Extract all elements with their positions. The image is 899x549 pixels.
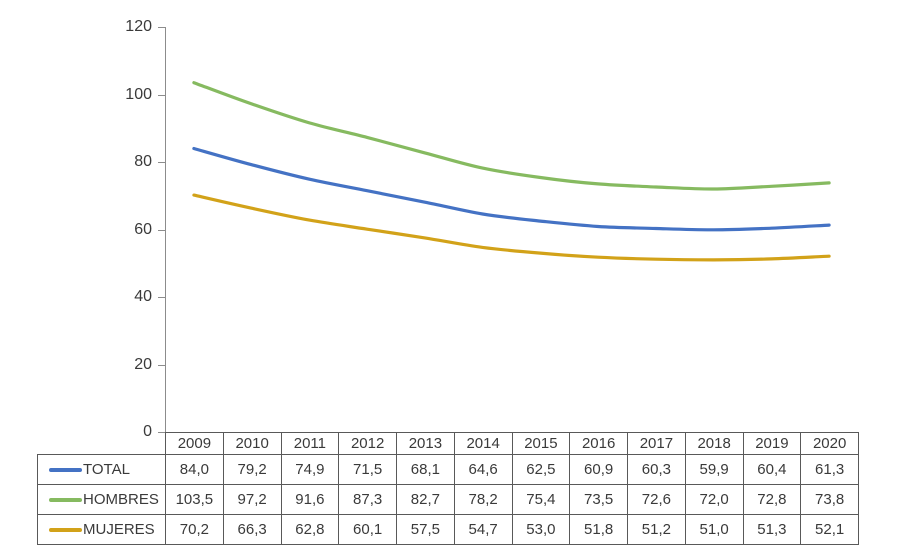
value-cell: 60,3 (627, 454, 686, 485)
y-axis-tick (158, 94, 165, 96)
series-label: TOTAL (83, 461, 130, 478)
value-cell: 78,2 (453, 484, 513, 515)
value-cell: 73,8 (800, 484, 859, 515)
value-cell: 75,4 (511, 484, 571, 515)
y-axis-tick (158, 27, 165, 28)
value-cell: 73,5 (569, 484, 628, 515)
value-cell: 54,7 (453, 514, 513, 545)
y-axis-tick-label: 60 (134, 220, 152, 238)
value-cell: 91,6 (280, 484, 340, 515)
year-header-cell: 2012 (338, 432, 397, 455)
legend-line-swatch-hombres (49, 497, 82, 502)
series-line-hombres (192, 81, 831, 191)
y-axis-tick (158, 162, 165, 163)
y-axis-tick (158, 364, 165, 366)
legend-key: HOMBRES (39, 491, 165, 508)
series-label: MUJERES (83, 521, 155, 538)
value-cell: 79,2 (222, 454, 282, 485)
value-cell: 70,2 (165, 514, 224, 545)
data-table: 2009 2010 2011 2012 2013 2014 2015 2016 2017 2018… (37, 432, 859, 545)
value-cell: 59,9 (684, 454, 744, 485)
year-header-cell: 2013 (396, 432, 455, 455)
value-cell: 60,9 (569, 454, 628, 485)
y-axis-tick-label: 80 (134, 153, 152, 170)
value-cell: 60,4 (742, 454, 802, 485)
value-cell: 51,8 (569, 514, 628, 545)
legend-line-swatch-total (49, 467, 82, 472)
value-cell: 52,1 (800, 514, 859, 545)
year-header-cell: 2009 (165, 432, 224, 455)
legend-key: TOTAL (39, 461, 165, 478)
value-cell: 87,3 (338, 484, 397, 515)
year-header-cell: 2014 (453, 432, 513, 455)
legend-key: MUJERES (39, 521, 165, 538)
value-cell: 60,1 (338, 514, 397, 545)
value-cell: 51,3 (742, 514, 802, 545)
value-cell: 66,3 (222, 514, 282, 545)
legend-cell-mujeres: MUJERES (37, 514, 166, 545)
value-cell: 62,5 (511, 454, 571, 485)
value-cell: 74,9 (280, 454, 340, 485)
y-axis-tick-label: 20 (134, 355, 152, 373)
legend-line-swatch-mujeres (49, 527, 82, 532)
value-cell: 64,6 (453, 454, 513, 485)
value-cell: 72,8 (742, 484, 802, 515)
y-axis-line (165, 27, 166, 432)
value-cell: 72,6 (627, 484, 686, 515)
y-axis-tick (158, 432, 165, 433)
table-row: HOMBRES 103,5 97,2 91,6 87,3 82,7 78,2 75,4 73,5… (37, 484, 859, 515)
value-cell: 51,2 (627, 514, 686, 545)
year-header-cell: 2017 (627, 432, 686, 455)
year-header-cell: 2018 (684, 432, 744, 455)
value-cell: 103,5 (165, 484, 224, 515)
value-cell: 57,5 (396, 514, 455, 545)
y-axis-tick-label: 40 (134, 288, 152, 305)
value-cell: 53,0 (511, 514, 571, 545)
value-cell: 61,3 (800, 454, 859, 485)
series-line-mujeres (192, 193, 831, 262)
table-corner-blank (38, 433, 166, 455)
value-cell: 82,7 (396, 484, 455, 515)
value-cell: 71,5 (338, 454, 397, 485)
value-cell: 51,0 (684, 514, 744, 545)
value-cell: 97,2 (222, 484, 282, 515)
value-cell: 62,8 (280, 514, 340, 545)
year-header-cell: 2019 (742, 432, 802, 455)
y-axis-tick-label: 0 (143, 423, 152, 440)
year-header-cell: 2016 (569, 432, 628, 455)
year-header-cell: 2011 (280, 432, 340, 455)
legend-cell-total: TOTAL (37, 454, 166, 485)
y-axis-tick (158, 229, 165, 231)
series-label: HOMBRES (83, 491, 159, 508)
year-header-cell: 2015 (511, 432, 571, 455)
year-header-cell: 2010 (222, 432, 282, 455)
series-line-total (192, 146, 831, 232)
y-axis-tick-label: 100 (125, 85, 152, 103)
table-row: MUJERES 70,2 66,3 62,8 60,1 57,5 54,7 53,0 51,8 5… (37, 514, 859, 545)
year-header-cell: 2020 (800, 432, 859, 455)
y-axis-tick-label: 120 (125, 18, 152, 35)
value-cell: 72,0 (684, 484, 744, 515)
year-header-row: 2009 2010 2011 2012 2013 2014 2015 2016 2017 2018… (38, 432, 859, 455)
value-cell: 68,1 (396, 454, 455, 485)
value-cell: 84,0 (165, 454, 224, 485)
table-row: TOTAL 84,0 79,2 74,9 71,5 68,1 64,6 62,5 60,9 60,… (37, 454, 859, 485)
legend-cell-hombres: HOMBRES (37, 484, 166, 515)
y-axis-tick (158, 297, 165, 298)
